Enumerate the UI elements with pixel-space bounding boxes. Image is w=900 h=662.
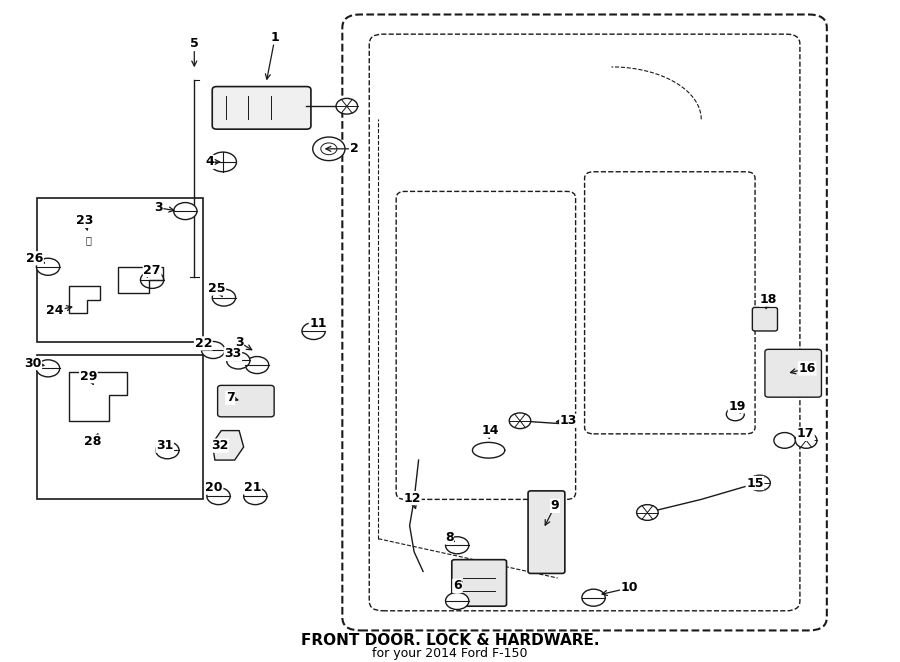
Circle shape bbox=[336, 99, 357, 114]
Text: 31: 31 bbox=[156, 439, 174, 452]
Circle shape bbox=[244, 488, 267, 504]
Circle shape bbox=[156, 442, 179, 459]
Circle shape bbox=[582, 589, 605, 606]
Text: 32: 32 bbox=[211, 439, 228, 452]
Circle shape bbox=[140, 271, 164, 289]
Text: 13: 13 bbox=[556, 414, 577, 427]
Text: 26: 26 bbox=[26, 252, 44, 265]
Circle shape bbox=[446, 592, 469, 610]
Text: for your 2014 Ford F-150: for your 2014 Ford F-150 bbox=[373, 647, 527, 660]
Text: 11: 11 bbox=[310, 317, 327, 330]
Text: 15: 15 bbox=[746, 477, 764, 489]
Circle shape bbox=[302, 322, 325, 340]
Text: 3: 3 bbox=[235, 336, 252, 350]
Text: 28: 28 bbox=[85, 434, 102, 448]
FancyBboxPatch shape bbox=[212, 87, 310, 129]
Text: 7: 7 bbox=[226, 391, 238, 404]
Bar bbox=[37, 355, 203, 499]
Circle shape bbox=[796, 432, 817, 448]
Bar bbox=[37, 198, 203, 342]
Text: 10: 10 bbox=[602, 581, 638, 595]
Text: 27: 27 bbox=[143, 263, 161, 277]
Text: ⌷: ⌷ bbox=[86, 236, 92, 246]
Text: 24: 24 bbox=[47, 304, 72, 317]
Circle shape bbox=[210, 152, 237, 171]
Circle shape bbox=[749, 475, 770, 491]
Circle shape bbox=[36, 360, 59, 377]
Circle shape bbox=[246, 357, 269, 373]
Text: 23: 23 bbox=[76, 214, 94, 230]
Circle shape bbox=[202, 342, 225, 359]
Circle shape bbox=[312, 137, 345, 161]
Text: 14: 14 bbox=[482, 424, 500, 438]
FancyBboxPatch shape bbox=[218, 385, 274, 417]
Circle shape bbox=[726, 408, 744, 421]
Text: 16: 16 bbox=[790, 362, 815, 375]
Text: 4: 4 bbox=[205, 156, 220, 168]
Text: FRONT DOOR. LOCK & HARDWARE.: FRONT DOOR. LOCK & HARDWARE. bbox=[301, 633, 599, 648]
Text: 22: 22 bbox=[194, 337, 212, 350]
Text: 12: 12 bbox=[403, 492, 421, 508]
Circle shape bbox=[320, 143, 337, 155]
Text: 8: 8 bbox=[445, 531, 455, 544]
Text: 3: 3 bbox=[154, 201, 174, 214]
Text: 19: 19 bbox=[728, 400, 746, 414]
Text: 25: 25 bbox=[208, 282, 226, 297]
Text: 17: 17 bbox=[795, 428, 814, 440]
Text: 20: 20 bbox=[205, 481, 223, 494]
FancyBboxPatch shape bbox=[752, 307, 778, 331]
Text: 18: 18 bbox=[760, 293, 778, 308]
Circle shape bbox=[227, 352, 250, 369]
Text: 5: 5 bbox=[190, 38, 199, 66]
Circle shape bbox=[446, 537, 469, 554]
Circle shape bbox=[174, 203, 197, 220]
Text: 21: 21 bbox=[244, 481, 261, 494]
Circle shape bbox=[36, 258, 59, 275]
Text: 30: 30 bbox=[24, 357, 44, 369]
FancyBboxPatch shape bbox=[528, 491, 565, 573]
FancyBboxPatch shape bbox=[765, 350, 822, 397]
Text: 29: 29 bbox=[80, 369, 97, 385]
Circle shape bbox=[212, 289, 236, 306]
Text: 6: 6 bbox=[453, 579, 463, 592]
Text: 2: 2 bbox=[326, 142, 358, 156]
Circle shape bbox=[774, 432, 796, 448]
Text: 33: 33 bbox=[224, 348, 241, 360]
Circle shape bbox=[509, 413, 531, 428]
FancyBboxPatch shape bbox=[452, 559, 507, 606]
Circle shape bbox=[207, 488, 230, 504]
Text: 1: 1 bbox=[266, 31, 279, 79]
Polygon shape bbox=[212, 430, 244, 460]
Circle shape bbox=[636, 504, 658, 520]
Text: 9: 9 bbox=[545, 499, 559, 525]
